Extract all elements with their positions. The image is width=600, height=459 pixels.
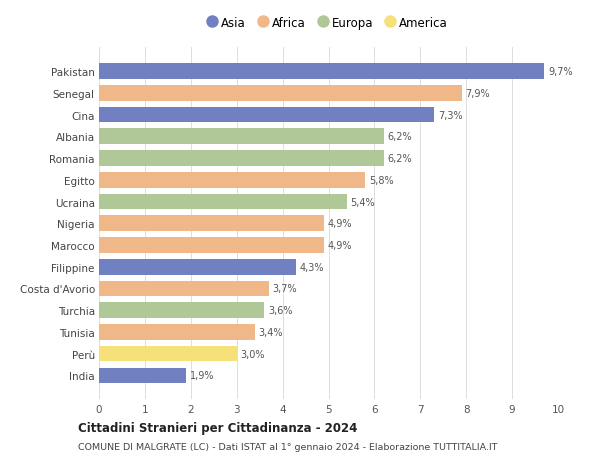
Text: 6,2%: 6,2% bbox=[387, 154, 412, 164]
Bar bbox=[99, 325, 255, 340]
Bar bbox=[99, 281, 269, 297]
Text: Cittadini Stranieri per Cittadinanza - 2024: Cittadini Stranieri per Cittadinanza - 2… bbox=[78, 421, 358, 434]
Bar bbox=[99, 194, 347, 210]
Text: 5,8%: 5,8% bbox=[369, 175, 394, 185]
Text: 6,2%: 6,2% bbox=[387, 132, 412, 142]
Text: 4,9%: 4,9% bbox=[328, 219, 352, 229]
Text: 3,7%: 3,7% bbox=[272, 284, 297, 294]
Bar bbox=[99, 216, 324, 232]
Text: 3,4%: 3,4% bbox=[259, 327, 283, 337]
Bar bbox=[99, 368, 186, 383]
Text: 7,3%: 7,3% bbox=[438, 110, 463, 120]
Bar bbox=[99, 346, 237, 362]
Text: 3,6%: 3,6% bbox=[268, 306, 292, 315]
Text: COMUNE DI MALGRATE (LC) - Dati ISTAT al 1° gennaio 2024 - Elaborazione TUTTITALI: COMUNE DI MALGRATE (LC) - Dati ISTAT al … bbox=[78, 442, 497, 451]
Bar bbox=[99, 173, 365, 188]
Text: 1,9%: 1,9% bbox=[190, 370, 214, 381]
Bar bbox=[99, 129, 383, 145]
Text: 7,9%: 7,9% bbox=[465, 89, 490, 99]
Bar bbox=[99, 107, 434, 123]
Text: 4,9%: 4,9% bbox=[328, 241, 352, 251]
Bar bbox=[99, 64, 544, 80]
Bar bbox=[99, 238, 324, 253]
Bar bbox=[99, 86, 461, 101]
Text: 4,3%: 4,3% bbox=[300, 262, 325, 272]
Bar bbox=[99, 302, 264, 318]
Text: 3,0%: 3,0% bbox=[241, 349, 265, 359]
Bar bbox=[99, 151, 383, 167]
Legend: Asia, Africa, Europa, America: Asia, Africa, Europa, America bbox=[205, 12, 452, 34]
Text: 9,7%: 9,7% bbox=[548, 67, 572, 77]
Bar bbox=[99, 259, 296, 275]
Text: 5,4%: 5,4% bbox=[350, 197, 375, 207]
